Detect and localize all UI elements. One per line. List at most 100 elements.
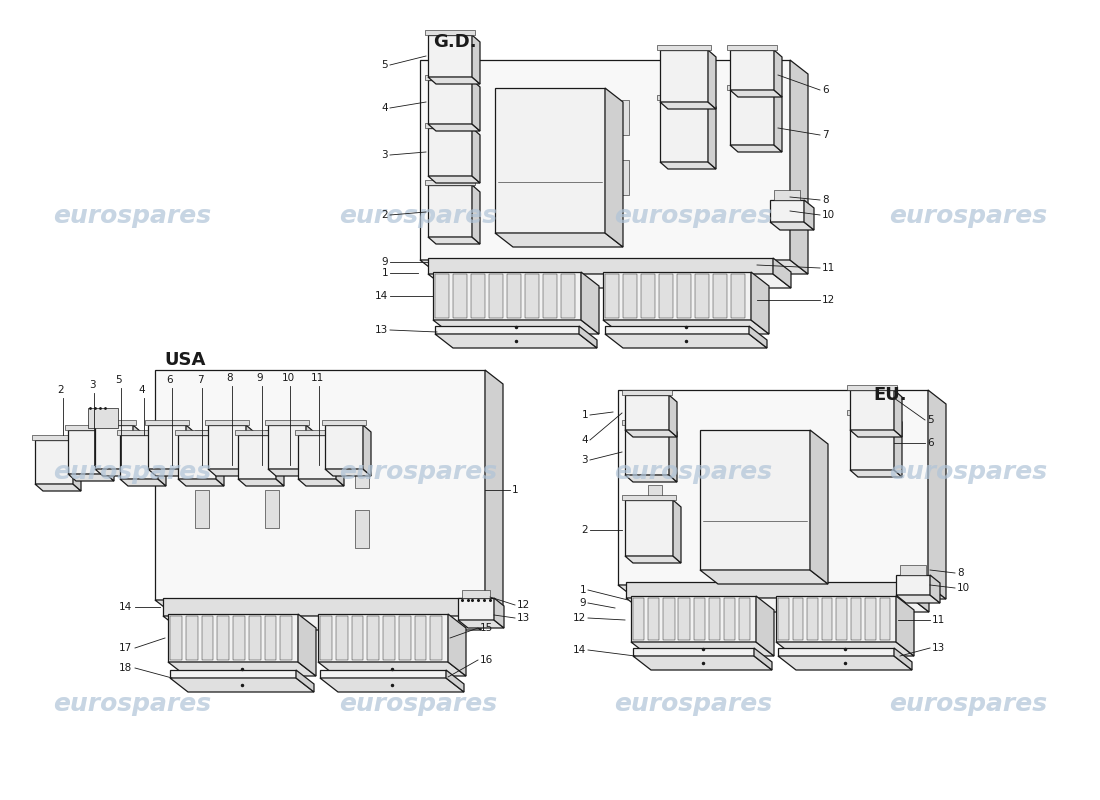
Text: 9: 9 (256, 373, 263, 383)
Polygon shape (894, 648, 912, 670)
Polygon shape (472, 185, 480, 244)
Bar (778, 485, 792, 520)
Polygon shape (730, 90, 782, 97)
Text: 4: 4 (139, 385, 145, 395)
Bar (822, 598, 833, 640)
Bar (352, 616, 363, 660)
Polygon shape (186, 425, 194, 476)
Bar (507, 274, 520, 318)
Text: 13: 13 (932, 643, 945, 653)
Polygon shape (625, 425, 669, 475)
Bar (218, 616, 229, 660)
Text: 4: 4 (582, 435, 588, 445)
Text: 17: 17 (119, 643, 132, 653)
Polygon shape (428, 274, 791, 288)
Text: 2: 2 (382, 210, 388, 220)
Polygon shape (494, 598, 504, 628)
Polygon shape (603, 320, 769, 334)
Polygon shape (448, 614, 466, 676)
Polygon shape (35, 484, 81, 491)
Text: eurospares: eurospares (53, 204, 211, 228)
Polygon shape (581, 272, 600, 334)
Bar (641, 274, 654, 318)
Text: 5: 5 (927, 415, 934, 425)
Text: 6: 6 (167, 375, 174, 385)
Polygon shape (120, 435, 158, 479)
Bar (850, 598, 861, 640)
Polygon shape (632, 648, 754, 656)
Bar (865, 598, 876, 640)
Polygon shape (205, 420, 249, 425)
Polygon shape (463, 598, 481, 630)
Polygon shape (68, 474, 114, 481)
Polygon shape (298, 479, 344, 486)
Polygon shape (298, 614, 316, 676)
Text: 8: 8 (227, 373, 233, 383)
Text: eurospares: eurospares (53, 692, 211, 716)
Polygon shape (928, 390, 946, 599)
Polygon shape (178, 435, 216, 479)
Polygon shape (621, 420, 672, 425)
Text: 8: 8 (957, 568, 964, 578)
Text: eurospares: eurospares (614, 460, 772, 484)
Bar (732, 274, 745, 318)
Text: 10: 10 (282, 373, 295, 383)
Polygon shape (428, 237, 480, 244)
Polygon shape (324, 425, 363, 469)
Polygon shape (730, 50, 774, 90)
Bar (233, 616, 245, 660)
Polygon shape (428, 124, 480, 131)
Polygon shape (155, 600, 503, 614)
Polygon shape (458, 620, 504, 628)
Polygon shape (894, 390, 902, 437)
Polygon shape (425, 180, 475, 185)
Polygon shape (148, 469, 194, 476)
Polygon shape (626, 598, 930, 612)
Text: 9: 9 (382, 257, 388, 267)
Polygon shape (446, 670, 464, 692)
Text: eurospares: eurospares (53, 460, 211, 484)
Polygon shape (700, 570, 828, 584)
Text: EU.: EU. (873, 386, 906, 404)
Text: 1: 1 (512, 485, 518, 495)
Bar (663, 598, 674, 640)
Polygon shape (618, 390, 928, 585)
Text: 12: 12 (517, 600, 530, 610)
Polygon shape (660, 100, 708, 162)
Text: 2: 2 (57, 385, 64, 395)
Bar (355, 450, 368, 488)
Bar (807, 598, 818, 640)
Polygon shape (95, 425, 133, 469)
Text: eurospares: eurospares (339, 204, 497, 228)
Bar (695, 274, 708, 318)
Bar (88, 408, 118, 428)
Text: eurospares: eurospares (339, 692, 497, 716)
Bar (778, 598, 789, 640)
Polygon shape (163, 598, 463, 616)
Polygon shape (133, 425, 141, 476)
Polygon shape (295, 430, 339, 435)
Text: 3: 3 (582, 455, 588, 465)
Text: eurospares: eurospares (889, 460, 1047, 484)
Text: USA: USA (164, 351, 206, 369)
Polygon shape (296, 670, 314, 692)
Polygon shape (621, 390, 672, 395)
Polygon shape (425, 75, 475, 80)
Polygon shape (158, 435, 166, 486)
Polygon shape (148, 425, 186, 469)
Bar (460, 160, 474, 195)
Polygon shape (322, 420, 366, 425)
Polygon shape (708, 50, 716, 109)
Polygon shape (850, 470, 902, 477)
Bar (708, 598, 720, 640)
Polygon shape (625, 500, 673, 556)
Polygon shape (318, 614, 448, 662)
Polygon shape (605, 326, 749, 334)
Text: 12: 12 (822, 295, 835, 305)
Text: 1: 1 (580, 585, 586, 595)
Polygon shape (425, 30, 475, 35)
Polygon shape (579, 326, 597, 348)
Text: eurospares: eurospares (614, 692, 772, 716)
Text: eurospares: eurospares (889, 692, 1047, 716)
Bar (900, 565, 926, 575)
